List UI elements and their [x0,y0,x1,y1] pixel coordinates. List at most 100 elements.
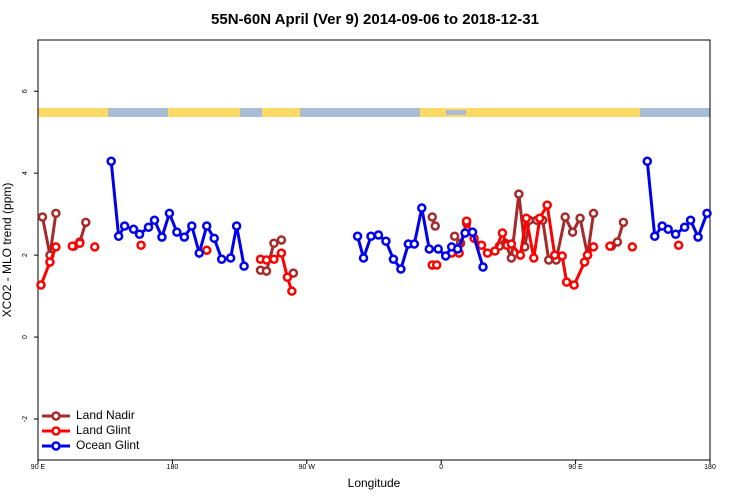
data-point [567,227,578,237]
map-ocean [300,108,420,117]
data-point [557,251,567,261]
data-point [358,253,369,263]
x-tick-label: 180 [167,464,179,471]
map-ocean [640,108,710,117]
y-axis-label: XCO2 - MLO trend (ppm) [0,183,14,318]
y-tick-label: -2 [22,416,29,422]
data-point [561,277,572,287]
data-point [231,221,242,231]
data-point [521,213,532,223]
data-point [106,156,116,167]
data-point [514,189,524,199]
x-axis-label: Longitude [348,476,401,490]
data-point [560,212,570,222]
data-point [194,248,205,258]
data-point [424,244,435,254]
y-tick-label: 0 [22,335,29,339]
data-point [679,222,690,233]
data-point [381,236,391,246]
data-point [673,240,684,251]
data-point [506,239,517,249]
data-point [409,239,420,249]
data-point [440,251,451,261]
data-point [45,257,55,267]
data-point [506,253,517,263]
y-tick-label: 2 [22,253,29,257]
data-point [119,221,130,231]
data-point [588,242,599,252]
data-point [618,217,629,228]
data-point [269,238,279,248]
data-point [37,212,48,222]
data-point [685,215,696,226]
data-point [225,253,236,263]
data-point [75,238,85,248]
data-point [490,246,500,256]
y-tick-label: 4 [22,171,29,175]
data-point [134,229,145,239]
data-point [366,231,376,242]
data-point [239,261,249,271]
data-point [143,222,154,233]
data-point [164,208,175,219]
legend-label: Ocean Glint [76,438,140,452]
data-point [157,232,167,242]
data-point [201,245,212,255]
data-point [51,208,61,219]
data-point [649,231,660,242]
data-point [51,242,61,252]
data-point [209,233,219,244]
data-point [452,244,463,254]
data-point [216,254,227,264]
data-point [276,235,287,245]
data-point [417,203,427,213]
data-point [136,240,146,251]
data-point [467,227,478,237]
map-strip [38,108,710,117]
map-ocean [240,108,262,117]
data-point [460,228,470,238]
data-point [149,215,160,226]
data-point [187,221,197,231]
legend-swatch-marker [51,411,61,421]
data-point [269,254,279,264]
data-point [497,228,508,238]
data-point [36,280,46,290]
data-point [352,231,363,242]
chart-title: 55N-60N April (Ver 9) 2014-09-06 to 2018… [211,11,539,28]
data-point [549,250,560,260]
data-point [433,244,443,254]
data-point [67,241,78,251]
data-point [515,250,526,260]
data-point [388,254,399,264]
data-point [276,248,287,258]
data-point [179,232,190,242]
data-point [172,227,182,237]
data-point [461,216,472,226]
data-point [575,213,585,223]
data-point [89,242,100,252]
data-point [627,242,638,252]
plot-frame [37,39,711,461]
x-tick-label: 180 [704,464,716,471]
map-ocean [446,110,466,115]
data-point [430,221,440,231]
data-point [449,231,460,242]
data-point [431,260,442,270]
data-point [81,217,91,228]
data-point [582,250,593,260]
data-point [605,241,615,251]
x-tick-label: 0 [439,464,443,471]
data-point [478,262,488,272]
x-tick-label: 90 W [299,464,316,471]
data-point [427,212,437,222]
data-point [113,231,124,242]
map-ocean [108,108,168,117]
data-point [612,237,623,247]
legend-label: Land Glint [76,423,131,437]
x-tick-label: 90 E [568,464,583,471]
data-point [201,221,212,231]
data-point [128,224,139,235]
